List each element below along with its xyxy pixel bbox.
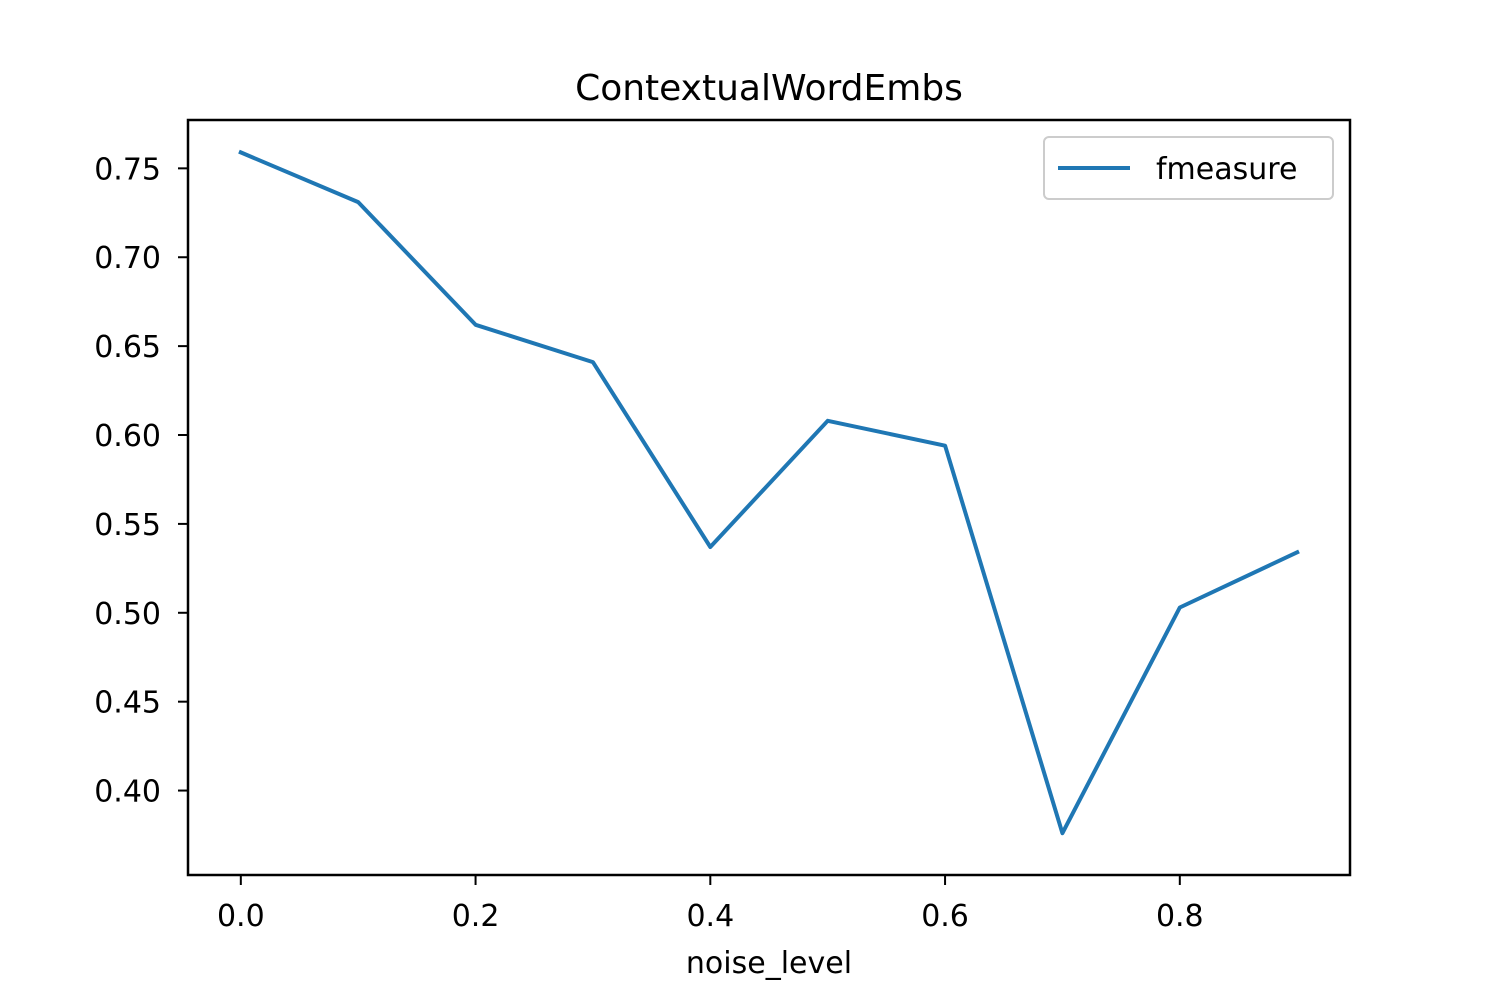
y-tick-label: 0.50	[94, 597, 161, 632]
plot-area: 0.0 0.2 0.4 0.6 0.8 0.40 0.45 0.50 0.55 0.60 0.65 0…	[94, 118, 1352, 934]
legend-box	[1043, 136, 1334, 200]
series-line-fmeasure	[238, 149, 1300, 836]
y-tick-label: 0.45	[94, 686, 161, 721]
x-tick-label: 0.4	[686, 899, 734, 934]
x-tick-label: 0.8	[1156, 899, 1204, 934]
x-tick-label: 0.2	[452, 899, 500, 934]
plot-frame	[186, 118, 1352, 877]
y-tick-label: 0.55	[94, 508, 161, 543]
y-tick-label: 0.65	[94, 330, 161, 365]
chart-title: ContextualWordEmbs	[575, 68, 963, 109]
y-tick-label: 0.60	[94, 419, 161, 454]
x-tick-label: 0.0	[217, 899, 265, 934]
x-axis-label: noise_level	[686, 946, 852, 981]
legend-label: fmeasure	[1156, 152, 1297, 187]
x-tick-label: 0.6	[921, 899, 969, 934]
y-tick-label: 0.75	[94, 152, 161, 187]
y-tick-label: 0.40	[94, 775, 161, 810]
y-tick-label: 0.70	[94, 241, 161, 276]
